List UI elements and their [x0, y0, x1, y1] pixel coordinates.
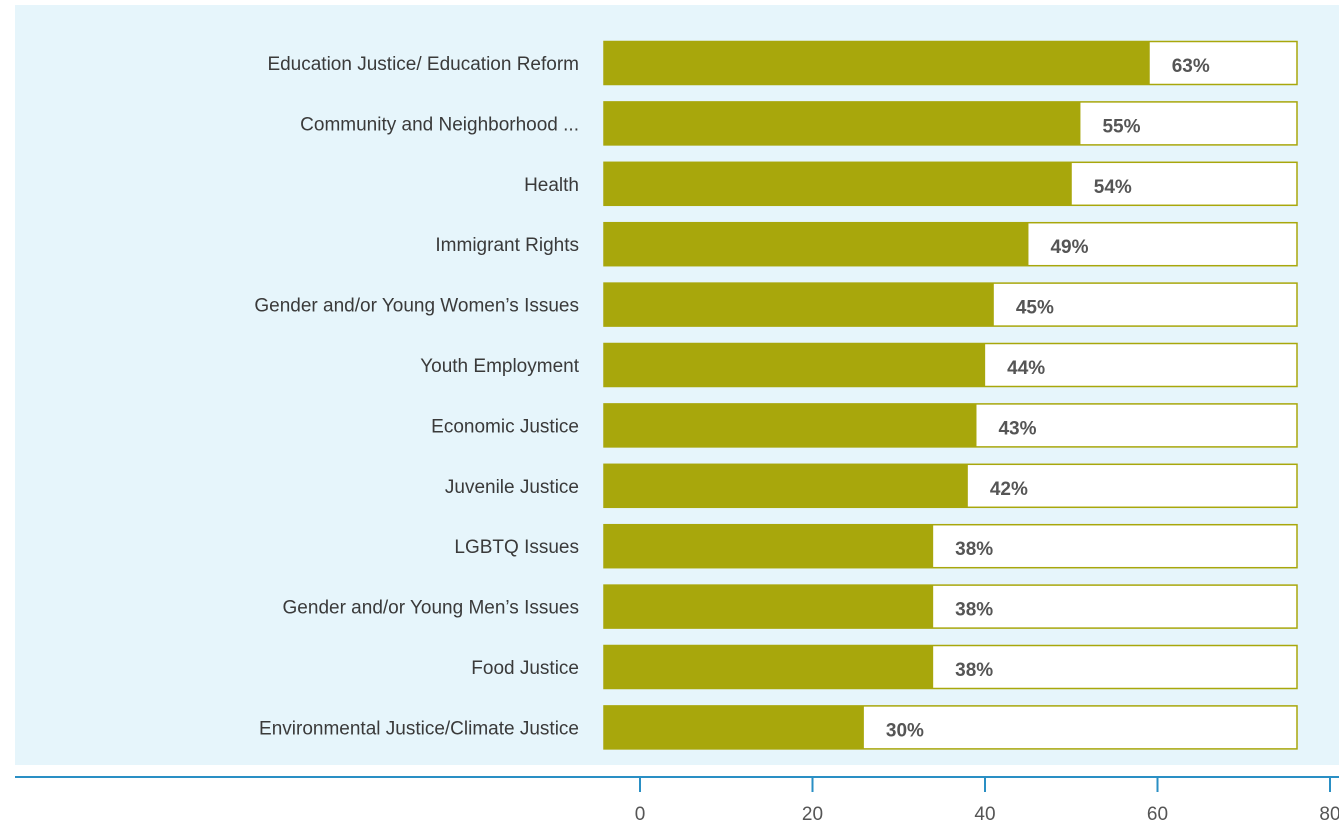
value-label: 43%	[998, 418, 1036, 439]
category-label: Gender and/or Young Women’s Issues	[254, 296, 579, 317]
category-label: Food Justice	[471, 658, 579, 679]
x-tick-label: 20	[802, 804, 823, 825]
x-tick-label: 60	[1147, 804, 1168, 825]
bar	[604, 283, 994, 327]
x-tick-label: 40	[974, 804, 995, 825]
category-label: Community and Neighborhood ...	[300, 114, 579, 135]
bar	[604, 524, 934, 568]
bar	[604, 343, 986, 387]
bar	[604, 645, 934, 689]
category-label: LGBTQ Issues	[454, 537, 579, 558]
bar	[604, 162, 1072, 206]
bar	[604, 41, 1150, 85]
category-label: Health	[524, 175, 579, 196]
category-label: Economic Justice	[431, 416, 579, 437]
x-tick-label: 80	[1319, 804, 1339, 825]
value-label: 42%	[990, 479, 1028, 500]
category-label: Environmental Justice/Climate Justice	[259, 718, 579, 739]
category-label: Youth Employment	[420, 356, 580, 377]
value-label: 38%	[955, 539, 993, 560]
value-label: 38%	[955, 600, 993, 621]
category-label: Immigrant Rights	[435, 235, 579, 256]
value-label: 45%	[1016, 298, 1054, 319]
bar	[604, 585, 934, 629]
bar	[604, 222, 1029, 266]
bar	[604, 464, 968, 508]
value-label: 54%	[1094, 177, 1132, 198]
category-label: Gender and/or Young Men’s Issues	[283, 598, 579, 619]
x-tick-label: 0	[635, 804, 646, 825]
category-label: Education Justice/ Education Reform	[267, 54, 579, 75]
bar	[604, 403, 977, 447]
category-label: Juvenile Justice	[445, 477, 579, 498]
value-label: 55%	[1102, 116, 1140, 137]
value-label: 44%	[1007, 358, 1045, 379]
value-label: 38%	[955, 660, 993, 681]
bar	[604, 705, 864, 749]
value-label: 30%	[886, 720, 924, 741]
bar	[604, 101, 1081, 145]
value-label: 63%	[1172, 56, 1210, 77]
value-label: 49%	[1050, 237, 1088, 258]
